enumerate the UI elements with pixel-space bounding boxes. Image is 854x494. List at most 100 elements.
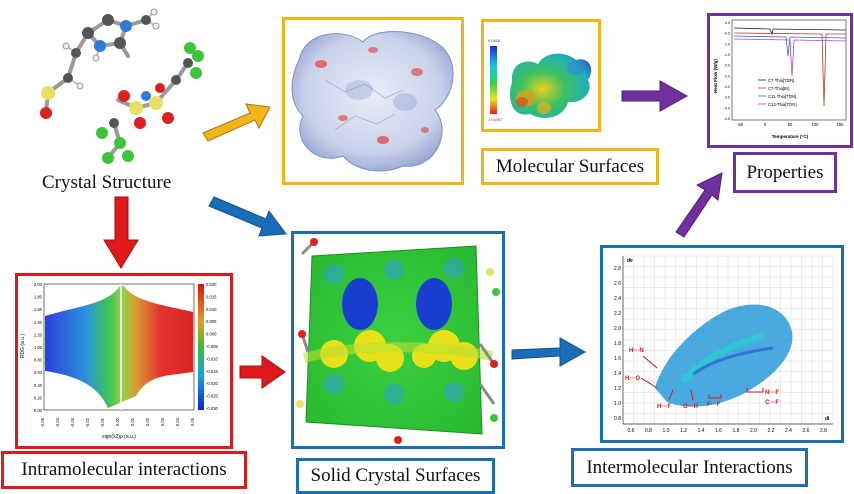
nci-xlabel: sign(λ2)ρ (a.u.) — [102, 434, 136, 440]
nci-y-tick: 0.20 — [34, 395, 43, 400]
nci-colorbar-tick: 0.010 — [206, 307, 217, 312]
dsc-y-tick: -2.5 — [724, 74, 730, 78]
fp-annot-h-f: H···F — [657, 404, 671, 410]
nci-colorbar-tick: 0.000 — [206, 332, 217, 337]
crystal-structure-molecule — [28, 8, 218, 173]
dsc-xlabel: Temperature (°C) — [772, 134, 809, 139]
nci-scatter-band — [45, 286, 193, 408]
dsc-x-tick: 100 — [812, 122, 820, 127]
nci-x-tick: -0.02 — [85, 417, 90, 427]
dsc-y-tick: -1.0 — [724, 42, 730, 46]
red-arrow-right — [239, 355, 286, 389]
dsc-y-tick: -1.5 — [724, 53, 730, 57]
fp-x-tick: 0.8 — [645, 428, 652, 434]
dsc-legend: C7-Thia[Tf2N] C7-Thia[Br] C11-Thia[Tf2N]… — [758, 78, 797, 107]
fp-x-tick: 1.8 — [733, 428, 740, 434]
solid-crystal-surface-panel — [291, 231, 505, 449]
fp-y-tick: 2.2 — [614, 311, 621, 317]
nci-x-tick: -0.05 — [40, 417, 45, 427]
fp-x-tick: 1.4 — [698, 428, 705, 434]
esp-surface-panel: 0.0416 -0.0280 — [481, 19, 601, 132]
nci-x-tick: 0.01 — [130, 417, 135, 426]
dsc-y-tick: -3.5 — [724, 96, 730, 100]
dsc-curve-c7-tf2n — [733, 27, 847, 36]
dsc-ylabel: Heat Flow (W/g) — [713, 59, 718, 93]
nci-x-ticks: -0.05 -0.04 -0.03 -0.02 -0.01 0.00 0.01 0.02 0.0… — [40, 417, 195, 427]
nci-colorbar-tick: 0.020 — [206, 282, 217, 287]
nci-x-tick: 0.04 — [175, 417, 180, 426]
fingerprint-plot-panel: de di 2.8 2.6 2.4 2.2 2.0 1.8 1.6 1.4 1.2 1.0 0.8 … — [600, 245, 844, 443]
fp-annot-h-n: H···N — [629, 348, 644, 354]
blue-arrow-to-solid-surface — [208, 196, 287, 237]
nci-x-tick: 0.05 — [190, 417, 195, 426]
nci-colorbar-tick: 0.005 — [206, 319, 217, 324]
dsc-legend-1: C7-Thia[Tf2N] — [768, 78, 794, 83]
esp-colorbar-min: -0.0280 — [488, 117, 502, 122]
crystal-structure-label: Crystal Structure — [42, 172, 172, 193]
dsc-legend-3: C11-Thia[Tf2N] — [768, 94, 796, 99]
blue-arrow-right — [511, 337, 587, 367]
properties-label: Properties — [733, 152, 837, 193]
fp-y-tick: 2.0 — [614, 326, 621, 332]
dsc-legend-4: C12-Thia[Tf2N] — [768, 102, 797, 107]
nci-y-tick: 0.80 — [34, 358, 43, 363]
nci-ylabel: RDG (a.u.) — [20, 334, 26, 359]
nci-colorbar-tick: -0.025 — [206, 394, 219, 399]
fp-di-label: di — [825, 416, 830, 422]
nci-x-tick: 0.00 — [115, 417, 120, 426]
fp-annot-h-o: H···O — [625, 376, 640, 382]
fp-x-tick: 0.6 — [628, 428, 635, 434]
fp-annot-o-h: O···H — [683, 404, 698, 410]
dsc-y-tick: -3.0 — [724, 85, 730, 89]
fp-x-tick: 1.6 — [715, 428, 722, 434]
nci-x-tick: 0.02 — [145, 417, 150, 426]
dsc-y-tick: 0.0 — [725, 21, 730, 25]
nci-y-tick: 1.20 — [34, 332, 43, 337]
nci-colorbar-tick: -0.015 — [206, 369, 219, 374]
fp-y-tick: 2.4 — [614, 296, 621, 302]
dsc-y-tick: -4.0 — [724, 106, 730, 110]
fp-annot-c-f: C···F — [765, 400, 779, 406]
dsc-x-tick: 150 — [837, 122, 845, 127]
nci-y-tick: 0.00 — [34, 408, 43, 413]
nci-y-tick: 1.00 — [34, 345, 43, 350]
fp-y-tick: 2.6 — [614, 281, 621, 287]
dsc-y-tick: -4.5 — [724, 117, 730, 121]
fp-x-ticks: 0.6 0.8 1.0 1.2 1.4 1.6 1.8 2.0 2.2 2.4 2.6 2.8 — [628, 428, 828, 434]
red-arrow-down — [103, 196, 139, 269]
fp-x-tick: 1.0 — [663, 428, 670, 434]
fp-y-tick: 1.0 — [614, 401, 621, 407]
intramolecular-label: Intramolecular interactions — [1, 451, 247, 489]
dsc-curve-c7-br — [733, 32, 846, 107]
dsc-y-ticks: 0.0 -0.5 -1.0 -1.5 -2.0 -2.5 -3.0 -3.5 -4.0 -4.5 — [724, 21, 730, 121]
fp-x-tick: 2.0 — [750, 428, 757, 434]
hirshfeld-surface-panel — [282, 17, 464, 185]
fp-x-tick: 2.2 — [768, 428, 775, 434]
fp-x-tick: 2.6 — [803, 428, 810, 434]
solid-crystal-label: Solid Crystal Surfaces — [296, 458, 495, 494]
fp-y-tick: 1.8 — [614, 341, 621, 347]
esp-colorbar-max: 0.0416 — [488, 38, 501, 43]
dsc-y-tick: -2.0 — [724, 64, 730, 68]
fp-annot-f-f: F···F — [707, 402, 721, 408]
fp-y-tick: 1.4 — [614, 371, 621, 377]
dsc-plot-panel: Heat Flow (W/g) Temperature (°C) -50 0 50 1… — [707, 13, 853, 148]
fp-de-label: de — [627, 258, 633, 264]
nci-y-ticks: 2.00 1.80 1.60 1.40 1.20 1.00 0.80 0.60 0.40 0.20… — [34, 282, 43, 413]
nci-colorbar-tick: 0.015 — [206, 294, 217, 299]
nci-colorbar-ticks: 0.020 0.015 0.010 0.005 0.000 -0.005 -0.010 -0.… — [206, 282, 219, 411]
nci-y-tick: 0.40 — [34, 383, 43, 388]
fp-scatter — [655, 304, 793, 407]
intermolecular-label: Intermolecular Interactions — [571, 448, 808, 487]
dsc-x-tick: 0 — [764, 122, 767, 127]
fp-x-tick: 1.2 — [680, 428, 687, 434]
dsc-x-ticks: -50 0 50 100 150 — [737, 122, 844, 127]
purple-arrow-right — [621, 80, 689, 112]
nci-colorbar-tick: -0.005 — [206, 344, 219, 349]
nci-y-tick: 2.00 — [34, 282, 43, 287]
dsc-curve-c11-tf2n — [733, 35, 847, 57]
nci-y-tick: 1.60 — [34, 307, 43, 312]
fp-x-tick: 2.8 — [820, 428, 827, 434]
fp-y-tick: 2.8 — [614, 266, 621, 272]
fp-y-ticks: 2.8 2.6 2.4 2.2 2.0 1.8 1.6 1.4 1.2 1.0 0.8 — [614, 266, 621, 422]
